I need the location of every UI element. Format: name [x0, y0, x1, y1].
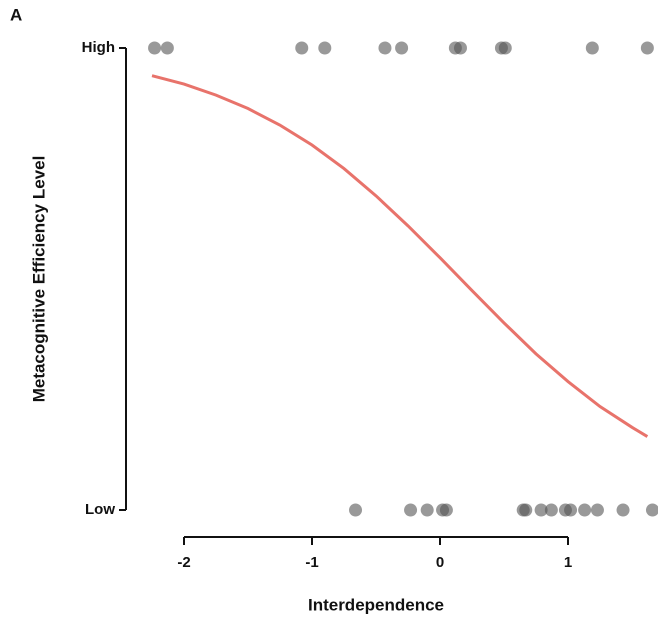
y-axis-title: Metacognitive Efficiency Level [29, 156, 48, 403]
data-point [585, 41, 599, 55]
data-point [578, 503, 592, 517]
x-axis-title: Interdependence [308, 595, 444, 614]
data-point [160, 41, 174, 55]
data-point [395, 41, 409, 55]
x-tick-label: 1 [564, 554, 572, 571]
data-point [616, 503, 630, 517]
data-point [640, 41, 654, 55]
data-point [349, 503, 363, 517]
y-tick-label: High [82, 39, 115, 56]
data-point [378, 41, 392, 55]
x-tick-label: 0 [436, 554, 444, 571]
data-point [148, 41, 162, 55]
data-point [564, 503, 578, 517]
fitted-curve [151, 74, 649, 438]
data-point [295, 41, 309, 55]
x-tick-label: -2 [177, 554, 190, 571]
data-point [453, 41, 467, 55]
panel-label: A [10, 5, 22, 24]
data-point [544, 503, 558, 517]
data-point [318, 41, 332, 55]
data-point [404, 503, 418, 517]
data-point [645, 503, 658, 517]
y-tick-label: Low [85, 501, 115, 518]
x-tick-label: -1 [305, 554, 318, 571]
data-point [420, 503, 434, 517]
data-point [534, 503, 548, 517]
data-point [498, 41, 512, 55]
data-point [519, 503, 533, 517]
data-point [590, 503, 604, 517]
data-point [439, 503, 453, 517]
